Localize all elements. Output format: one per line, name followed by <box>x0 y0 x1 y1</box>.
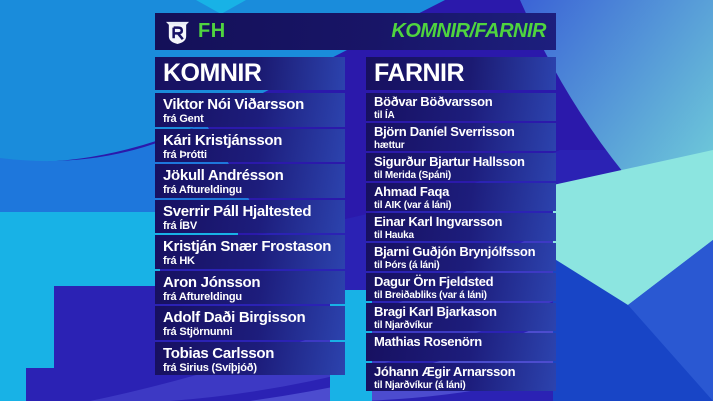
komnir-list: Viktor Nói Viðarsson frá Gent Kári Kristjá… <box>155 93 345 375</box>
player-name: Dagur Örn Fjeldsted <box>374 274 494 289</box>
player-name: Sverrir Páll Hjaltested <box>163 202 312 220</box>
player-name: Jökull Andrésson <box>163 167 284 184</box>
page-title: KOMNIR/FARNIR <box>391 20 546 42</box>
player-row: Bjarni Guðjón Brynjólfsson til Þórs (á lá… <box>366 243 556 271</box>
player-detail: frá HK <box>163 255 195 268</box>
player-name: Jóhann Ægir Arnarsson <box>374 364 516 379</box>
player-detail: til Merida (Spáni) <box>374 169 451 181</box>
player-row: Einar Karl Ingvarsson til Hauka <box>366 213 556 241</box>
player-name: Einar Karl Ingvarsson <box>374 214 503 229</box>
komnir-column: KOMNIR Viktor Nói Viðarsson frá Gent Kári … <box>155 57 345 377</box>
player-row: Tobias Carlsson frá Sirius (Svíþjóð) <box>155 341 345 375</box>
player-name: Bjarni Guðjón Brynjólfsson <box>374 244 536 259</box>
player-name: Sigurður Bjartur Hallsson <box>374 154 525 169</box>
player-row: Bragi Karl Bjarkason til Njarðvíkur <box>366 303 556 331</box>
player-name: Kári Kristjánsson <box>163 131 283 149</box>
player-row: Mathias Rosenörn <box>366 333 556 361</box>
player-detail: frá Gent <box>163 113 204 126</box>
player-row: Sigurður Bjartur Hallsson til Merida (Spá… <box>366 153 556 181</box>
player-row: Böðvar Böðvarsson til ÍA <box>366 93 556 121</box>
club-crest-icon <box>165 18 190 45</box>
player-detail: frá Þrótti <box>163 148 207 161</box>
player-detail: til Njarðvíkur <box>374 319 433 331</box>
player-name: Aron Jónsson <box>163 273 261 291</box>
player-detail: til Þórs (á láni) <box>374 259 440 271</box>
player-row: Aron Jónsson frá Aftureldingu <box>155 270 345 304</box>
player-row: Adolf Daði Birgisson frá Stjörnunni <box>155 306 345 340</box>
player-row: Viktor Nói Viðarsson frá Gent <box>155 93 345 127</box>
player-detail: frá ÍBV <box>163 219 198 232</box>
player-name: Björn Daníel Sverrisson <box>374 124 515 139</box>
player-detail: til Hauka <box>374 229 414 241</box>
player-detail: til Breiðabliks (var á láni) <box>374 289 487 301</box>
club-name: FH <box>198 20 226 42</box>
komnir-header: KOMNIR <box>155 57 345 90</box>
player-detail: frá Aftureldingu <box>163 184 242 197</box>
player-detail: til Njarðvíkur (á láni) <box>374 379 466 391</box>
player-detail: frá Sirius (Svíþjóð) <box>163 361 257 374</box>
player-name: Ahmad Faqa <box>374 184 450 199</box>
player-row: Sverrir Páll Hjaltested frá ÍBV <box>155 199 345 233</box>
player-name: Tobias Carlsson <box>163 344 275 362</box>
player-row: Jóhann Ægir Arnarsson til Njarðvíkur (á l… <box>366 363 556 391</box>
player-name: Mathias Rosenörn <box>374 334 482 349</box>
player-row: Dagur Örn Fjeldsted til Breiðabliks (var … <box>366 273 556 301</box>
player-name: Kristján Snær Frostason <box>163 238 332 255</box>
player-name: Bragi Karl Bjarkason <box>374 304 497 319</box>
player-detail: til AIK (var á láni) <box>374 199 452 211</box>
farnir-column: FARNIR Böðvar Böðvarsson til ÍA Björn Daní… <box>366 57 556 393</box>
player-name: Böðvar Böðvarsson <box>374 94 493 109</box>
farnir-list: Böðvar Böðvarsson til ÍA Björn Daníel Sver… <box>366 93 556 391</box>
header-bar: FH KOMNIR/FARNIR <box>155 13 556 50</box>
player-name: Adolf Daði Birgisson <box>163 309 306 326</box>
player-detail: frá Aftureldingu <box>163 290 242 303</box>
player-row: Kristján Snær Frostason frá HK <box>155 235 345 269</box>
player-row: Ahmad Faqa til AIK (var á láni) <box>366 183 556 211</box>
farnir-header: FARNIR <box>366 57 556 90</box>
player-row: Jökull Andrésson frá Aftureldingu <box>155 164 345 198</box>
player-row: Björn Daníel Sverrisson hættur <box>366 123 556 151</box>
player-detail: til ÍA <box>374 109 395 121</box>
player-detail: hættur <box>374 139 405 151</box>
player-detail: frá Stjörnunni <box>163 326 233 339</box>
player-name: Viktor Nói Viðarsson <box>163 96 304 113</box>
player-row: Kári Kristjánsson frá Þrótti <box>155 128 345 162</box>
